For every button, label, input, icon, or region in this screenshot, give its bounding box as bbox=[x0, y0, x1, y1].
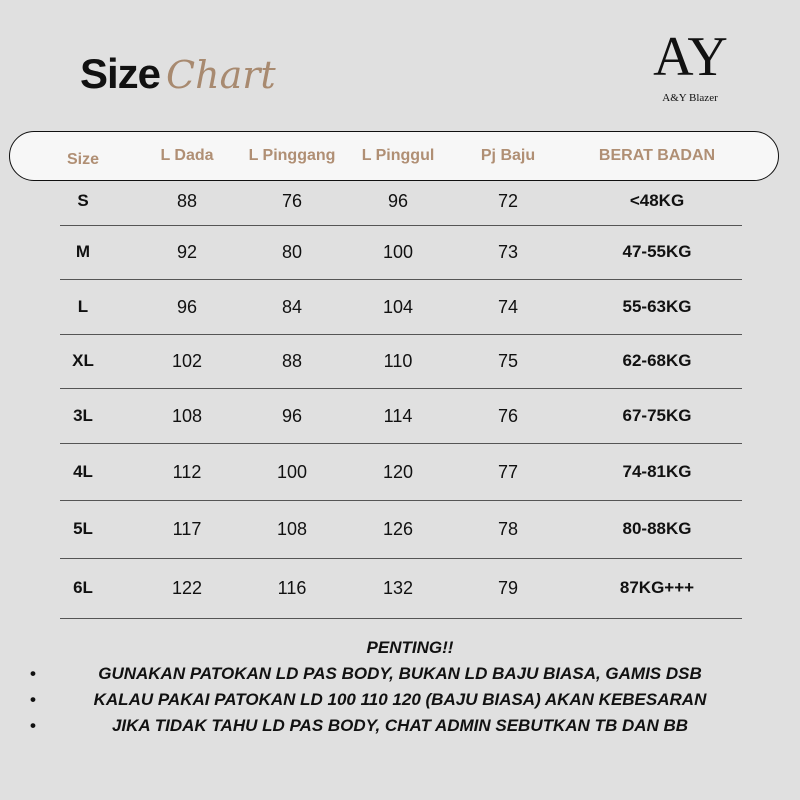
table-cell: 116 bbox=[277, 578, 307, 598]
table-cell: 77 bbox=[497, 461, 519, 482]
table-cell: 108 bbox=[171, 405, 203, 426]
note-item: KALAU PAKAI PATOKAN LD 100 110 120 (BAJU… bbox=[0, 690, 800, 710]
table-cell: 84 bbox=[281, 296, 303, 317]
table-cell: XL bbox=[72, 351, 94, 370]
notes-heading: PENTING!! bbox=[366, 638, 454, 657]
table-cell: 62-68KG bbox=[622, 351, 692, 370]
table-cell: 5L bbox=[73, 519, 93, 538]
table-cell: 96 bbox=[176, 296, 198, 317]
title-script: Chart bbox=[166, 53, 276, 97]
table-cell: 55-63KG bbox=[622, 296, 692, 316]
logo-mark: AY bbox=[653, 26, 728, 88]
table-cell: 102 bbox=[171, 351, 203, 371]
table-cell: 73 bbox=[497, 242, 519, 262]
table-row: 6L 122 116 132 79 87KG+++ bbox=[60, 559, 742, 619]
table-cell: 75 bbox=[497, 351, 519, 371]
table-row: L 96 84 104 74 55-63KG bbox=[60, 280, 742, 335]
table-row: S 88 76 96 72 <48KG bbox=[60, 179, 742, 226]
table-cell: 79 bbox=[497, 578, 519, 598]
table-cell: 88 bbox=[176, 191, 198, 211]
column-header: Size bbox=[66, 151, 100, 168]
table-row: 3L 108 96 114 76 67-75KG bbox=[60, 389, 742, 444]
table-cell: 88 bbox=[281, 351, 303, 371]
table-cell: 3L bbox=[73, 405, 93, 425]
notes: PENTING!! GUNAKAN PATOKAN LD PAS BODY, B… bbox=[0, 638, 800, 736]
page-title: Size Chart bbox=[80, 50, 276, 98]
table-cell: 76 bbox=[281, 191, 303, 211]
table-cell: 4L bbox=[73, 461, 93, 481]
table-cell: 112 bbox=[172, 461, 202, 482]
column-header: BERAT BADAN bbox=[598, 147, 716, 164]
table-cell: 74-81KG bbox=[622, 461, 692, 481]
table-row: XL 102 88 110 75 62-68KG bbox=[60, 335, 742, 389]
table-cell: S bbox=[77, 191, 89, 210]
table-cell: 87KG+++ bbox=[619, 578, 695, 597]
table-cell: 100 bbox=[276, 461, 308, 482]
table-cell: 132 bbox=[382, 578, 414, 598]
table-cell: <48KG bbox=[629, 191, 685, 210]
table-row: 4L 112 100 120 77 74-81KG bbox=[60, 444, 742, 501]
table-cell: 104 bbox=[382, 296, 414, 317]
title-bold: Size bbox=[80, 50, 161, 97]
table-header bbox=[9, 131, 779, 181]
column-header: Pj Baju bbox=[480, 147, 536, 164]
table-cell: 76 bbox=[497, 405, 519, 426]
table-cell: 80 bbox=[281, 242, 303, 262]
table-cell: L bbox=[77, 296, 89, 316]
table-cell: 74 bbox=[497, 296, 519, 317]
table-row: M 92 80 100 73 47-55KG bbox=[60, 226, 742, 280]
table-cell: 92 bbox=[176, 242, 198, 262]
table-cell: 114 bbox=[383, 405, 413, 426]
table-cell: 67-75KG bbox=[622, 405, 692, 425]
logo-text: A&Y Blazer bbox=[662, 92, 718, 104]
column-header: L Dada bbox=[160, 147, 214, 164]
table-cell: 78 bbox=[497, 519, 519, 539]
table-cell: 96 bbox=[281, 405, 303, 426]
column-header: L Pinggul bbox=[361, 147, 435, 164]
table-cell: 117 bbox=[172, 519, 202, 539]
table-cell: 110 bbox=[383, 351, 413, 371]
note-item: GUNAKAN PATOKAN LD PAS BODY, BUKAN LD BA… bbox=[0, 664, 800, 684]
table-cell: 6L bbox=[73, 578, 93, 597]
table-cell: M bbox=[75, 242, 91, 261]
note-item: JIKA TIDAK TAHU LD PAS BODY, CHAT ADMIN … bbox=[0, 716, 800, 736]
table-cell: 126 bbox=[382, 519, 414, 539]
table-cell: 72 bbox=[497, 191, 519, 211]
table-cell: 108 bbox=[276, 519, 308, 539]
table-cell: 122 bbox=[171, 578, 203, 598]
column-header: L Pinggang bbox=[248, 147, 336, 164]
table-cell: 80-88KG bbox=[622, 519, 692, 538]
brand-logo: AY A&Y Blazer bbox=[630, 26, 750, 105]
table-cell: 120 bbox=[382, 461, 414, 482]
table-row: 5L 117 108 126 78 80-88KG bbox=[60, 501, 742, 559]
table-cell: 96 bbox=[387, 191, 409, 211]
table-cell: 100 bbox=[382, 242, 414, 262]
table-cell: 47-55KG bbox=[622, 242, 692, 261]
